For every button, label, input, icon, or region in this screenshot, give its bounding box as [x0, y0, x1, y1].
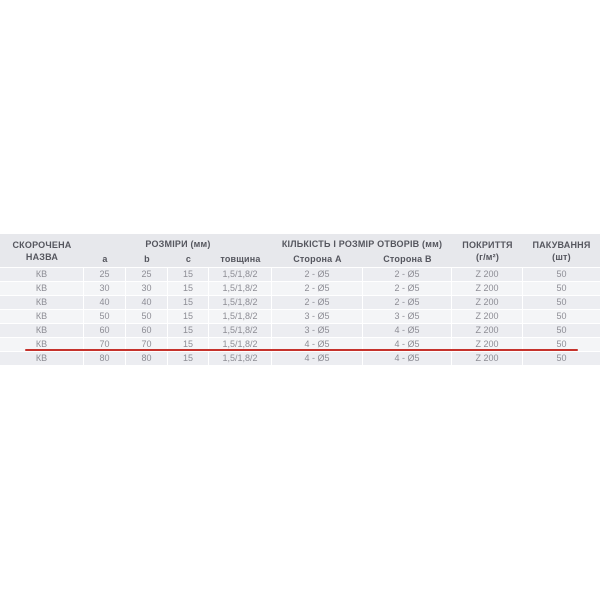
table-cell: 50	[84, 310, 126, 323]
coating-label: ПОКРИТТЯ	[462, 239, 513, 250]
highlight-underline	[25, 349, 578, 351]
table-row: КВ 40 40 15 1,5/1,8/2 2 - Ø5 2 - Ø5 Z 200 50	[0, 296, 600, 310]
table-cell: КВ	[0, 268, 84, 281]
table-cell: 3 - Ø5	[363, 310, 452, 323]
packing-label: ПАКУВАННЯ	[532, 239, 591, 250]
table-cell: Z 200	[452, 268, 523, 281]
table-cell: 50	[126, 310, 168, 323]
column-header-coating: ПОКРИТТЯ (г/м²)	[452, 234, 523, 267]
table-cell: 2 - Ø5	[363, 296, 452, 309]
table-cell: КВ	[0, 296, 84, 309]
column-group-dimensions: РОЗМІРИ (мм) a b c товщина	[84, 234, 272, 267]
table-row: КВ 60 60 15 1,5/1,8/2 3 - Ø5 4 - Ø5 Z 200 50	[0, 324, 600, 338]
column-header-packing: ПАКУВАННЯ (шт)	[523, 234, 600, 267]
column-header-short-name: СКОРОЧЕНА НАЗВА	[12, 239, 72, 262]
table-cell: 4 - Ø5	[272, 338, 363, 351]
table-cell: 50	[556, 283, 567, 293]
table-cell: 60	[126, 324, 168, 337]
table-cell: 4 - Ø5	[363, 352, 452, 365]
table-cell: 25	[126, 268, 168, 281]
table-cell: 1,5/1,8/2	[209, 296, 272, 309]
table-cell: 40	[126, 296, 168, 309]
table-row: КВ 80 80 15 1,5/1,8/2 4 - Ø5 4 - Ø5 Z 200 50	[0, 352, 600, 366]
table-cell: Z 200	[452, 338, 523, 351]
column-group-holes: КІЛЬКІСТЬ І РОЗМІР ОТВОРІВ (мм) Сторона …	[272, 234, 452, 267]
table-cell: 4 - Ø5	[363, 338, 452, 351]
table-cell: 2 - Ø5	[272, 282, 363, 295]
table-cell: 50	[556, 339, 567, 349]
table-cell: Z 200	[452, 282, 523, 295]
table-cell: 15	[168, 338, 209, 351]
table-cell: 50	[556, 297, 567, 307]
table-row: КВ 30 30 15 1,5/1,8/2 2 - Ø5 2 - Ø5 Z 200 50	[0, 282, 600, 296]
table-cell: 1,5/1,8/2	[209, 268, 272, 281]
table-cell: 30	[126, 282, 168, 295]
table-cell: КВ	[0, 338, 84, 351]
dimensions-subheaders: a b c товщина	[84, 253, 272, 267]
table-row: КВ 70 70 15 1,5/1,8/2 4 - Ø5 4 - Ø5 Z 200 50	[0, 338, 600, 352]
table-body: КВ 25 25 15 1,5/1,8/2 2 - Ø5 2 - Ø5 Z 200 50 КВ 30…	[0, 268, 600, 366]
column-header-a: a	[102, 254, 108, 264]
table-cell: 1,5/1,8/2	[209, 338, 272, 351]
table-cell: 80	[126, 352, 168, 365]
table-cell: 50	[556, 311, 567, 321]
coating-unit: (г/м²)	[475, 251, 500, 262]
product-spec-table: СКОРОЧЕНА НАЗВА РОЗМІРИ (мм) a b c товщи…	[0, 234, 600, 366]
table-cell: 1,5/1,8/2	[209, 324, 272, 337]
column-header-side-a: Сторона A	[293, 254, 342, 264]
table-cell: 25	[84, 268, 126, 281]
column-header-c: c	[185, 254, 192, 264]
table-cell: 15	[168, 282, 209, 295]
table-cell: 1,5/1,8/2	[209, 352, 272, 365]
table-cell: КВ	[0, 352, 84, 365]
table-cell: КВ	[0, 282, 84, 295]
table-cell: 15	[168, 310, 209, 323]
table-cell: 50	[556, 353, 567, 363]
table-row: КВ 50 50 15 1,5/1,8/2 3 - Ø5 3 - Ø5 Z 200 50	[0, 310, 600, 324]
table-cell: 40	[84, 296, 126, 309]
table-cell: КВ	[0, 324, 84, 337]
table-cell: 80	[84, 352, 126, 365]
column-header-b: b	[144, 254, 150, 264]
table-cell: 70	[84, 338, 126, 351]
table-cell: 2 - Ø5	[363, 268, 452, 281]
table-cell: 4 - Ø5	[272, 352, 363, 365]
table-cell: 15	[168, 352, 209, 365]
table-cell: 1,5/1,8/2	[209, 310, 272, 323]
table-cell: 3 - Ø5	[272, 310, 363, 323]
table-cell: 15	[168, 268, 209, 281]
column-header-side-b: Сторона B	[383, 254, 432, 264]
table-cell: 3 - Ø5	[272, 324, 363, 337]
packing-unit: (шт)	[552, 251, 571, 262]
table-cell: 15	[168, 324, 209, 337]
table-cell: 2 - Ø5	[272, 296, 363, 309]
table-cell: Z 200	[452, 310, 523, 323]
table-cell: Z 200	[452, 352, 523, 365]
table-cell: 1,5/1,8/2	[209, 282, 272, 295]
column-group-holes-label: КІЛЬКІСТЬ І РОЗМІР ОТВОРІВ (мм)	[281, 239, 443, 249]
table-cell: Z 200	[452, 324, 523, 337]
table-cell: 2 - Ø5	[363, 282, 452, 295]
table-cell: 60	[84, 324, 126, 337]
table-cell: 50	[556, 269, 567, 279]
table-row: КВ 25 25 15 1,5/1,8/2 2 - Ø5 2 - Ø5 Z 200 50	[0, 268, 600, 282]
table-cell: 2 - Ø5	[272, 268, 363, 281]
table-cell: 70	[126, 338, 168, 351]
table-cell: КВ	[0, 310, 84, 323]
table-cell: 50	[556, 325, 567, 335]
table-cell: 15	[168, 296, 209, 309]
table-cell: 30	[84, 282, 126, 295]
column-group-dimensions-label: РОЗМІРИ (мм)	[145, 239, 211, 249]
table-header: СКОРОЧЕНА НАЗВА РОЗМІРИ (мм) a b c товщи…	[0, 234, 600, 267]
table-cell: Z 200	[452, 296, 523, 309]
table-cell: 4 - Ø5	[363, 324, 452, 337]
column-header-thickness: товщина	[220, 254, 261, 264]
holes-subheaders: Сторона A Сторона B	[272, 253, 452, 267]
